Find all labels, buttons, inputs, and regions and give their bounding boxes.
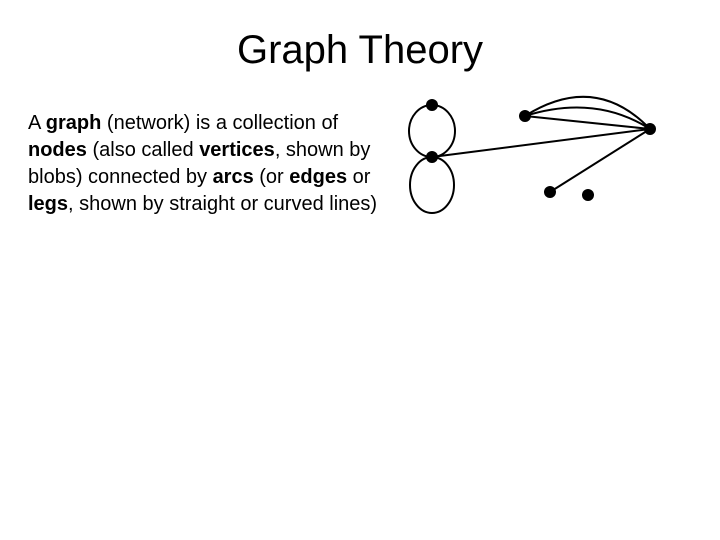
text-run: (network) is a collection of [101, 112, 338, 134]
node [426, 151, 438, 163]
term: arcs [213, 166, 254, 188]
term: nodes [28, 139, 87, 161]
node [426, 99, 438, 111]
term: legs [28, 193, 68, 215]
text-run: or [347, 166, 370, 188]
text-run: (also called [87, 139, 199, 161]
text-run: , shown by straight or curved lines) [68, 193, 377, 215]
node [544, 186, 556, 198]
term: edges [289, 166, 347, 188]
node [644, 123, 656, 135]
term: vertices [199, 139, 275, 161]
edge [410, 157, 454, 213]
edge [550, 129, 650, 192]
definition-paragraph: A graph (network) is a collection of nod… [28, 110, 378, 218]
node [582, 189, 594, 201]
node [519, 110, 531, 122]
text-run: A [28, 112, 46, 134]
edge [432, 129, 650, 157]
text-run: (or [254, 166, 290, 188]
graph-diagram [395, 92, 695, 242]
term: graph [46, 112, 102, 134]
edge [409, 105, 455, 157]
page-title: Graph Theory [0, 28, 720, 73]
edge [525, 97, 650, 129]
